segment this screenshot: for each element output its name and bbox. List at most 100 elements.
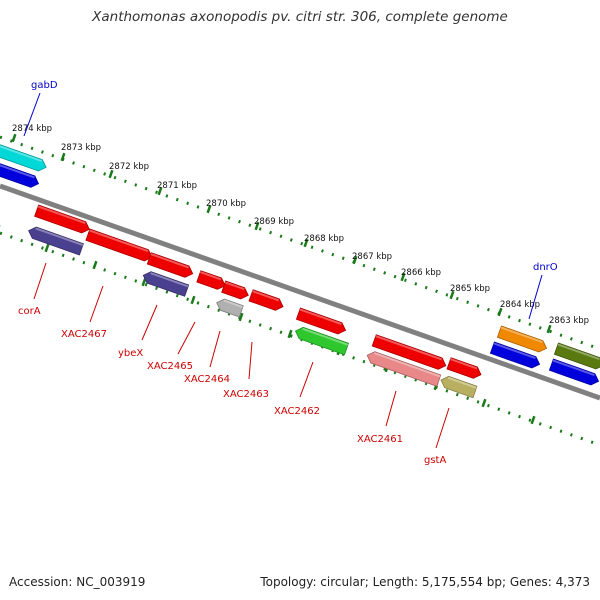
length-text: Length: 5,175,554 bp;: [372, 575, 507, 589]
gene-label[interactable]: XAC2463: [223, 389, 269, 400]
feature-highlight: [223, 299, 244, 309]
gene-feature-arrow[interactable]: [248, 289, 284, 311]
genes-count-text: Genes: 4,373: [509, 575, 590, 589]
topology-text: Topology: circular;: [260, 575, 369, 589]
gene-leader-line: [299, 361, 314, 398]
inner-major-tick: [238, 312, 244, 322]
outer-major-tick: [449, 290, 455, 300]
feature-highlight: [302, 327, 349, 346]
feature-highlight: [150, 272, 189, 288]
tick-label: 2864 kbp: [500, 300, 540, 310]
gene-feature-arrow[interactable]: [146, 252, 194, 278]
gene-label[interactable]: corA: [18, 306, 41, 317]
gene-feature-arrow[interactable]: [28, 226, 84, 256]
inner-major-tick: [44, 243, 50, 253]
gene-leader-line: [89, 285, 104, 323]
gene-feature-arrow[interactable]: [366, 351, 442, 387]
gene-label[interactable]: gabD: [31, 80, 58, 91]
feature-highlight: [0, 164, 35, 179]
tick-label: 2870 kbp: [206, 199, 246, 209]
feature-highlight: [493, 342, 536, 360]
gene-leader-line: [248, 341, 253, 380]
gene-feature-arrow[interactable]: [0, 161, 40, 188]
feature-highlight: [37, 205, 86, 225]
tick-label: 2868 kbp: [304, 234, 344, 244]
gene-leader-line: [209, 330, 221, 368]
feature-highlight: [252, 290, 280, 302]
page-title: Xanthomonas axonopodis pv. citri str. 30…: [92, 9, 508, 25]
gene-leader-line: [528, 274, 543, 320]
accession-text: Accession: NC_003919: [9, 575, 146, 589]
tick-label: 2869 kbp: [254, 217, 294, 227]
outer-ruler: 2874 kbp 2873 kbp 2872 kbp 2871 kbp 2870 kbp…: [0, 124, 600, 351]
gene-feature-arrow[interactable]: [221, 280, 249, 300]
gene-leader-line: [23, 92, 41, 137]
tick-label: 2873 kbp: [61, 143, 101, 153]
gene-feature-arrow[interactable]: [0, 139, 47, 172]
gene-leader-line: [385, 390, 397, 427]
gene-leader-line: [141, 304, 158, 341]
gene-label-layer: gabD dnrO corA XAC2467 ybeX XAC2465 XAC2464 XAC…: [18, 80, 558, 466]
gene-label[interactable]: XAC2465: [147, 361, 193, 372]
gene-feature-arrow[interactable]: [489, 341, 541, 369]
gene-feature-arrow[interactable]: [440, 375, 478, 399]
gene-label[interactable]: XAC2462: [274, 406, 320, 417]
gene-feature-arrow[interactable]: [196, 270, 226, 290]
outer-major-tick: [11, 133, 17, 143]
feature-highlight: [0, 145, 43, 163]
feature-track: [0, 139, 600, 399]
tick-label: 2863 kbp: [549, 316, 589, 326]
gene-label[interactable]: XAC2464: [184, 374, 230, 385]
outer-major-tick: [206, 204, 212, 214]
outer-major-tick: [303, 238, 309, 248]
gene-feature-arrow[interactable]: [295, 307, 347, 335]
outer-major-tick: [497, 307, 503, 317]
gene-label[interactable]: ybeX: [118, 348, 143, 359]
gene-feature-arrow[interactable]: [446, 357, 482, 379]
feature-highlight: [199, 271, 222, 281]
gene-feature-arrow[interactable]: [85, 228, 153, 262]
gene-leader-line: [177, 321, 196, 355]
feature-highlight: [557, 343, 600, 361]
tick-label: 2865 kbp: [450, 284, 490, 294]
gene-feature-arrow[interactable]: [371, 334, 447, 370]
inner-major-tick: [190, 295, 196, 305]
outer-major-tick: [352, 255, 358, 265]
outer-major-tick: [108, 169, 114, 179]
feature-highlight: [89, 229, 149, 253]
gene-feature-arrow[interactable]: [294, 326, 350, 356]
outer-major-tick: [254, 221, 260, 231]
gene-feature-arrow[interactable]: [142, 271, 190, 297]
genome-backbone: [0, 183, 600, 401]
inner-major-tick: [92, 260, 98, 270]
genome-stats: Topology: circular; Length: 5,175,554 bp…: [260, 575, 590, 589]
gene-label[interactable]: XAC2467: [61, 329, 107, 340]
tick-label: 2867 kbp: [352, 252, 392, 262]
feature-highlight: [373, 352, 441, 378]
inner-major-tick: [287, 329, 293, 339]
feature-highlight: [224, 281, 245, 291]
outer-major-tick: [400, 272, 406, 282]
feature-highlight: [35, 227, 84, 247]
tick-label: 2872 kbp: [109, 162, 149, 172]
gene-feature-arrow[interactable]: [34, 204, 90, 234]
gene-label[interactable]: dnrO: [533, 262, 558, 273]
gene-feature-arrow[interactable]: [548, 358, 600, 386]
gene-leader-line: [33, 262, 47, 300]
feature-highlight: [552, 359, 595, 377]
outer-major-tick: [60, 152, 66, 162]
gene-label[interactable]: gstA: [424, 455, 446, 466]
outer-major-tick: [546, 324, 552, 334]
outer-major-tick: [157, 186, 163, 196]
feature-highlight: [450, 358, 478, 370]
feature-highlight: [375, 335, 443, 361]
tick-label: 2874 kbp: [12, 124, 52, 134]
tick-label: 2866 kbp: [401, 268, 441, 278]
feature-highlight: [150, 253, 189, 269]
gene-feature-arrow[interactable]: [496, 325, 548, 353]
gene-feature-arrow[interactable]: [216, 298, 244, 318]
tick-label: 2871 kbp: [157, 181, 197, 191]
gene-label[interactable]: XAC2461: [357, 434, 403, 445]
